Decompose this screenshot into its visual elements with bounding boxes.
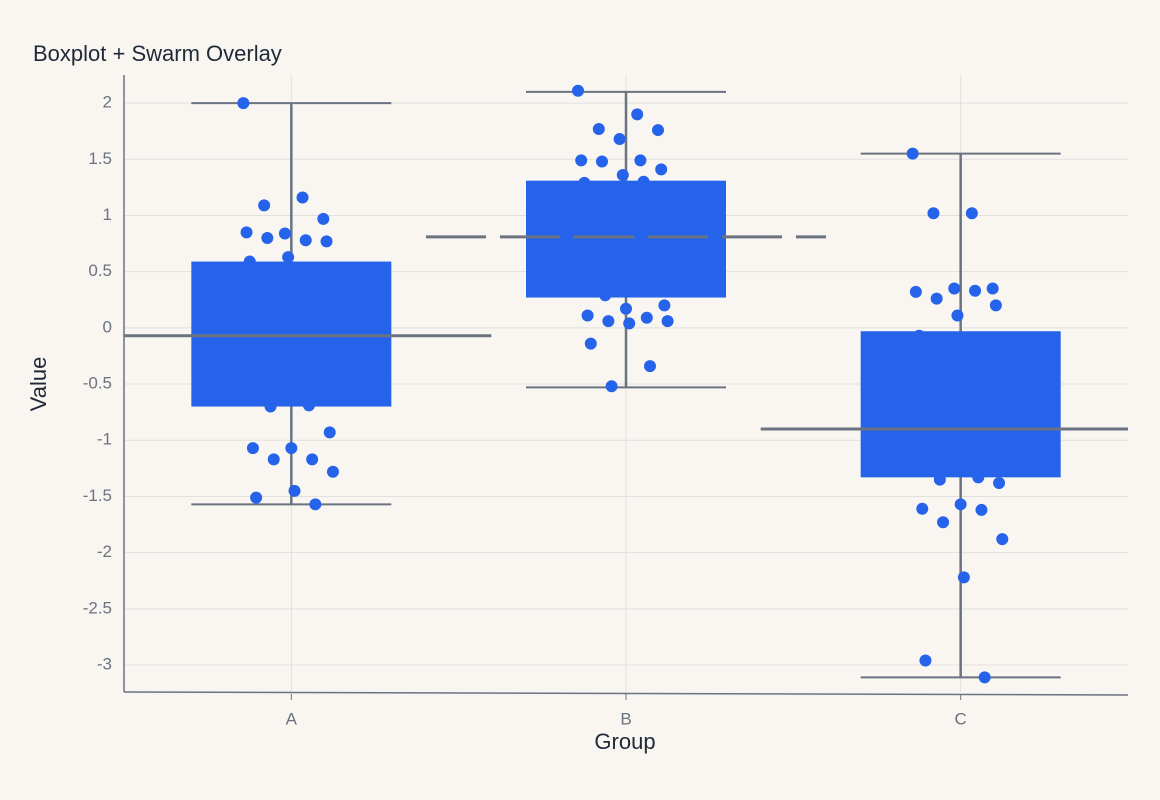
- swarm-point: [655, 163, 668, 176]
- swarm-point: [584, 337, 597, 350]
- plot-area: [124, 75, 1128, 692]
- swarm-point: [930, 292, 943, 305]
- swarm-point: [296, 191, 309, 204]
- x-tick-label: A: [286, 709, 298, 728]
- swarm-point: [596, 155, 608, 168]
- swarm-point: [623, 317, 636, 330]
- swarm-point: [278, 227, 291, 240]
- swarm-point: [602, 315, 615, 328]
- swarm-point: [620, 302, 632, 315]
- y-tick-label: 0.5: [88, 261, 112, 280]
- swarm-point: [993, 476, 1006, 489]
- swarm-point: [616, 169, 629, 182]
- swarm-point: [572, 84, 584, 97]
- y-tick-label: 1.5: [88, 149, 112, 168]
- swarm-point: [948, 282, 961, 295]
- swarm-point: [605, 380, 618, 393]
- y-tick-label: -1: [97, 430, 112, 449]
- swarm-point: [965, 207, 978, 220]
- swarm-point: [927, 207, 940, 220]
- swarm-point: [323, 426, 336, 439]
- swarm-point: [644, 360, 656, 373]
- swarm-point: [954, 498, 967, 511]
- swarm-point: [937, 516, 950, 529]
- swarm-point: [267, 453, 280, 466]
- swarm-point: [989, 299, 1002, 312]
- swarm-point: [906, 147, 919, 160]
- swarm-point: [299, 234, 312, 247]
- swarm-point: [282, 251, 295, 264]
- swarm-point: [640, 311, 653, 324]
- y-tick-label: -2.5: [83, 598, 112, 617]
- swarm-point: [592, 122, 605, 135]
- swarm-point: [288, 484, 301, 497]
- box: [860, 331, 1061, 478]
- swarm-point: [975, 503, 988, 516]
- y-tick-label: 2: [103, 93, 112, 112]
- swarm-point: [246, 442, 259, 455]
- y-tick-label: -2: [97, 542, 112, 561]
- swarm-point: [240, 226, 253, 239]
- x-axis-title: Group: [594, 729, 655, 754]
- swarm-point: [631, 108, 644, 121]
- swarm-point: [957, 571, 970, 584]
- swarm-point: [996, 533, 1009, 546]
- swarm-point: [258, 199, 271, 212]
- x-tick-label: C: [955, 709, 967, 728]
- y-tick-label: -0.5: [83, 374, 112, 393]
- swarm-point: [916, 502, 929, 515]
- swarm-point: [986, 282, 999, 295]
- chart-title: Boxplot + Swarm Overlay: [33, 41, 282, 66]
- swarm-point: [969, 284, 982, 297]
- swarm-point: [652, 124, 664, 137]
- y-tick-label: -3: [97, 655, 112, 674]
- swarm-point: [978, 671, 991, 684]
- swarm-point: [317, 212, 330, 225]
- x-tick-label: B: [620, 709, 631, 728]
- swarm-point: [951, 309, 964, 322]
- box: [191, 261, 392, 407]
- y-tick-label: -1.5: [83, 486, 112, 505]
- swarm-point: [613, 133, 626, 146]
- swarm-point: [320, 235, 333, 248]
- swarm-point: [306, 453, 319, 466]
- swarm-point: [261, 231, 274, 244]
- swarm-point: [661, 315, 674, 328]
- swarm-point: [285, 442, 298, 455]
- y-tick-label: 1: [103, 205, 112, 224]
- y-tick-label: 0: [103, 317, 112, 336]
- swarm-point: [575, 154, 588, 167]
- swarm-point: [658, 299, 671, 312]
- y-axis-title: Value: [26, 357, 51, 412]
- swarm-point: [909, 285, 922, 298]
- box: [526, 180, 726, 298]
- swarm-point: [250, 491, 263, 504]
- swarm-point: [309, 498, 322, 511]
- swarm-point: [634, 154, 647, 167]
- swarm-point: [326, 465, 339, 478]
- swarm-point: [237, 97, 250, 110]
- swarm-point: [581, 309, 594, 322]
- swarm-point: [919, 654, 932, 667]
